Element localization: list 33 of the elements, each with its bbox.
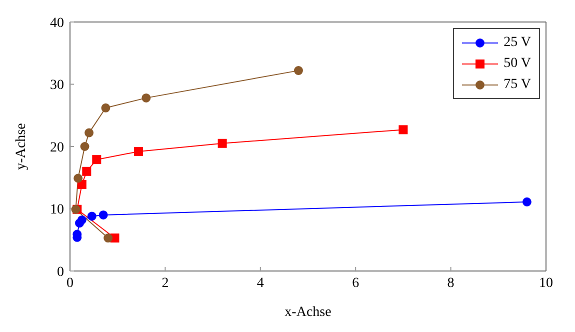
- legend-label: 75 V: [504, 76, 531, 92]
- point: [101, 103, 110, 112]
- x-tick-label: 2: [162, 276, 169, 291]
- y-tick-label: 40: [50, 16, 64, 31]
- y-tick-label: 10: [50, 202, 64, 218]
- point: [98, 210, 108, 220]
- point: [87, 212, 96, 221]
- point: [77, 180, 86, 189]
- point: [294, 66, 303, 76]
- point: [134, 146, 144, 156]
- y-tick-label: 0: [57, 264, 64, 280]
- x-tick-label: 10: [539, 276, 553, 291]
- point: [104, 234, 113, 243]
- x-axis-title: x-Achse: [284, 305, 332, 320]
- y-tick-label: 30: [50, 78, 64, 94]
- x-tick-label: 6: [352, 276, 360, 291]
- point: [82, 166, 92, 176]
- point: [218, 138, 227, 148]
- point: [84, 128, 94, 138]
- y-tick-label: 20: [50, 140, 64, 156]
- legend-label: 25 V: [504, 34, 531, 50]
- x-tick-label: 8: [447, 276, 454, 291]
- point: [74, 174, 83, 183]
- point: [92, 155, 102, 164]
- point: [80, 142, 90, 151]
- point: [142, 93, 151, 102]
- x-tick-label: 0: [66, 276, 74, 291]
- point: [398, 125, 408, 134]
- point: [77, 215, 86, 224]
- y-axis-title: y-Achse: [14, 123, 29, 170]
- legend-label: 50 V: [504, 56, 531, 72]
- x-tick-label: 4: [256, 276, 264, 291]
- point: [522, 197, 532, 206]
